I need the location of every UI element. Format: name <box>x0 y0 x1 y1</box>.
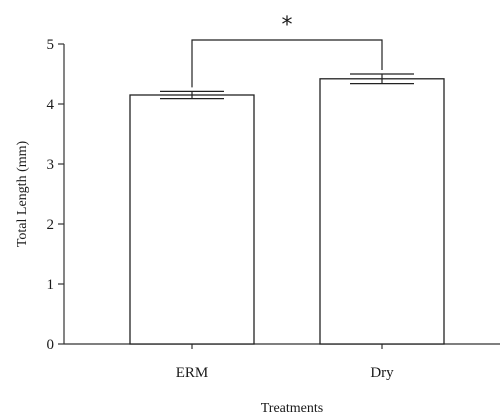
x-axis-label: Treatments <box>261 401 323 416</box>
y-axis: 0 1 2 3 4 5 <box>47 37 65 353</box>
significance-annotation: * <box>191 13 383 88</box>
y-tick-label: 4 <box>47 97 55 113</box>
y-tick-label: 0 <box>47 337 55 353</box>
y-tick-label: 2 <box>47 217 55 233</box>
x-tick-label: ERM <box>176 365 209 381</box>
bar-erm <box>129 94 255 345</box>
significance-bracket <box>191 39 383 88</box>
error-bars <box>160 73 414 100</box>
y-tick-label: 3 <box>47 157 55 173</box>
significance-asterisk: * <box>282 13 293 38</box>
y-axis-label: Total Length (mm) <box>15 141 30 248</box>
bar-dry <box>319 78 445 345</box>
y-tick-label: 1 <box>47 277 55 293</box>
x-tick-label: Dry <box>370 365 394 381</box>
bars <box>129 78 445 345</box>
y-tick-label: 5 <box>47 37 55 53</box>
x-axis: ERM Dry <box>64 343 500 381</box>
